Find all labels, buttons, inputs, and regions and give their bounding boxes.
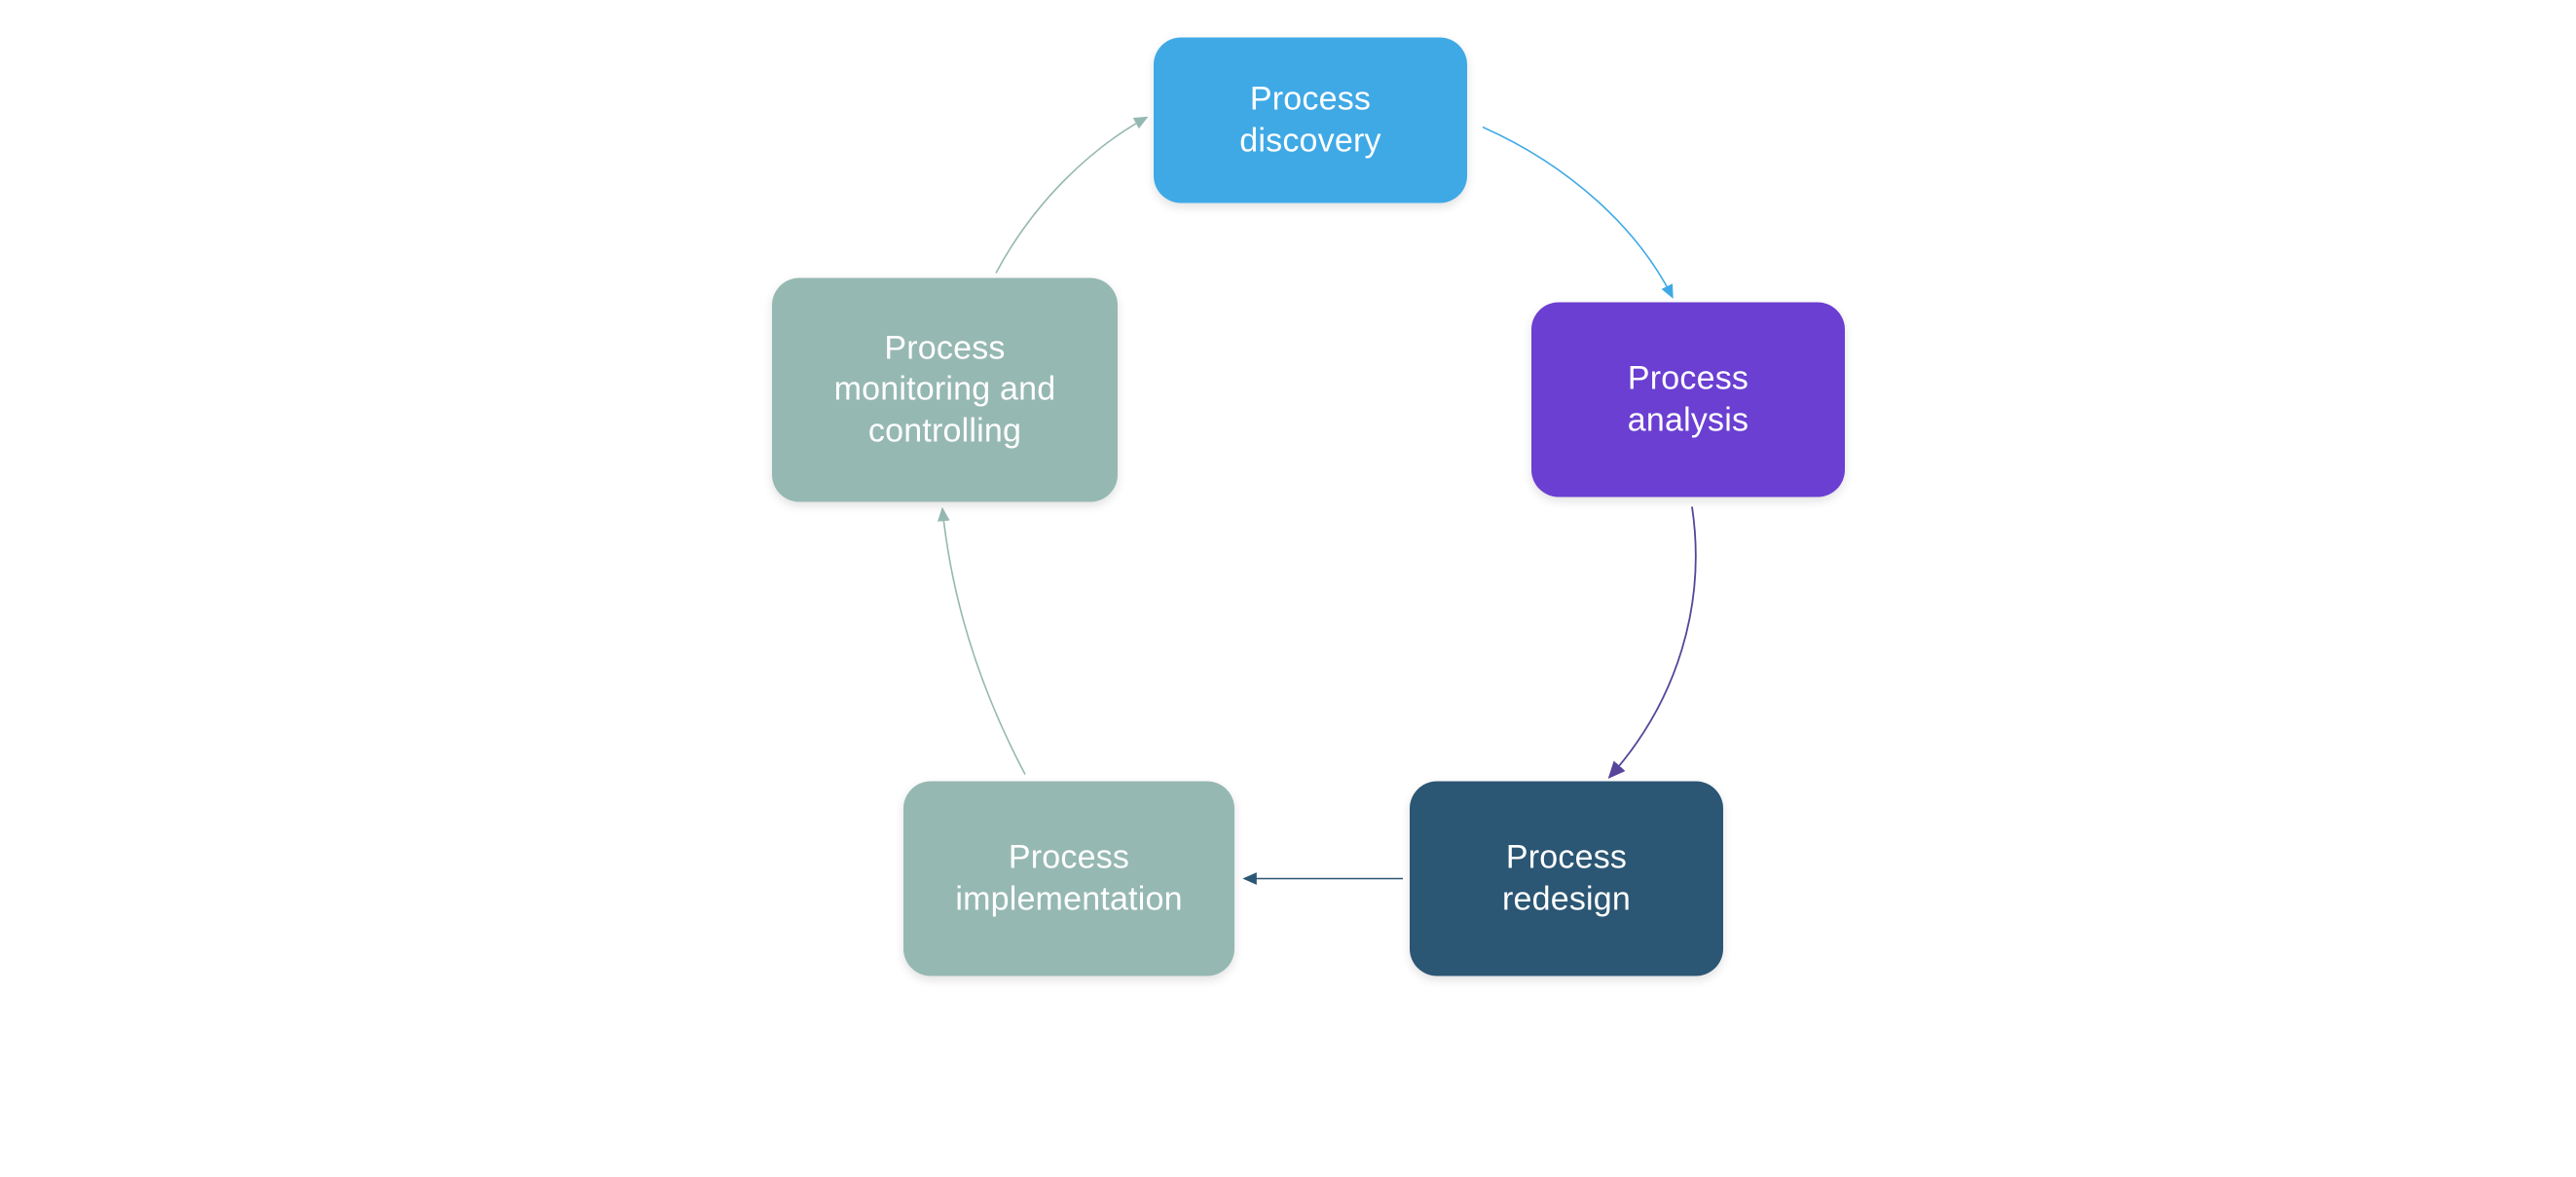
edge-analysis-to-redesign <box>1609 506 1696 777</box>
node-analysis: Process analysis <box>1531 302 1845 497</box>
node-label: Process analysis <box>1628 358 1748 441</box>
node-discovery: Process discovery <box>1154 37 1467 202</box>
node-label: Process monitoring and controlling <box>834 327 1056 452</box>
edge-monitoring-to-discovery <box>996 117 1147 273</box>
edge-implementation-to-monitoring <box>942 508 1025 774</box>
process-cycle-diagram: Process discovery Process analysis Process… <box>509 0 2067 1177</box>
node-redesign: Process redesign <box>1410 781 1723 975</box>
node-label: Process redesign <box>1502 837 1631 920</box>
node-label: Process discovery <box>1239 79 1380 162</box>
edge-discovery-to-analysis <box>1483 127 1673 297</box>
node-implementation: Process implementation <box>903 781 1234 975</box>
node-label: Process implementation <box>955 837 1182 920</box>
node-monitoring: Process monitoring and controlling <box>772 277 1118 501</box>
